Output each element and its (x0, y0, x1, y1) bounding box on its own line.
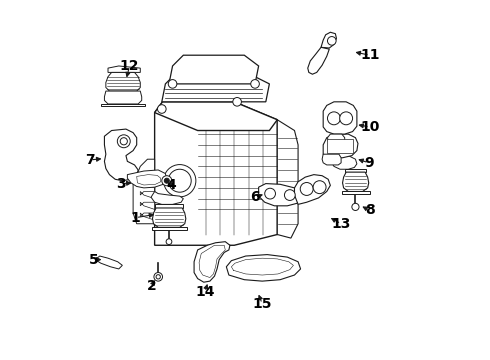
Circle shape (300, 183, 313, 195)
Text: 4: 4 (167, 178, 176, 192)
Polygon shape (226, 255, 300, 281)
Text: 8: 8 (365, 203, 375, 217)
Circle shape (156, 275, 160, 279)
Text: 2: 2 (147, 279, 157, 293)
Circle shape (340, 112, 353, 125)
Circle shape (285, 190, 295, 201)
Text: 5: 5 (89, 253, 98, 267)
Polygon shape (95, 256, 122, 269)
Polygon shape (162, 73, 270, 102)
Circle shape (164, 178, 170, 183)
Text: 1: 1 (131, 211, 141, 225)
Text: 6: 6 (250, 190, 260, 204)
Text: 13: 13 (331, 217, 351, 231)
Polygon shape (327, 139, 353, 153)
Polygon shape (322, 154, 341, 165)
Circle shape (166, 239, 172, 244)
Circle shape (162, 176, 172, 186)
Polygon shape (194, 242, 230, 282)
Circle shape (233, 98, 242, 106)
Polygon shape (152, 227, 187, 230)
Text: 10: 10 (360, 120, 379, 134)
Circle shape (157, 105, 166, 113)
Polygon shape (343, 172, 368, 192)
Circle shape (168, 169, 191, 192)
Circle shape (120, 138, 127, 145)
Polygon shape (155, 102, 277, 245)
Text: 12: 12 (120, 59, 139, 73)
Polygon shape (140, 202, 155, 210)
Text: 3: 3 (117, 177, 126, 190)
Text: 9: 9 (364, 156, 373, 170)
Polygon shape (140, 181, 155, 188)
Circle shape (313, 181, 326, 194)
Polygon shape (104, 91, 142, 104)
Polygon shape (152, 208, 186, 227)
Polygon shape (106, 72, 140, 91)
Polygon shape (104, 129, 138, 181)
Text: 7: 7 (85, 153, 95, 167)
Polygon shape (108, 66, 140, 72)
Circle shape (164, 165, 196, 197)
Polygon shape (169, 55, 259, 84)
Polygon shape (342, 192, 370, 194)
Polygon shape (321, 32, 337, 48)
Circle shape (154, 273, 163, 281)
Polygon shape (140, 192, 155, 199)
Polygon shape (155, 204, 183, 208)
Polygon shape (140, 213, 155, 220)
Circle shape (327, 37, 336, 45)
Polygon shape (259, 184, 302, 206)
Polygon shape (323, 134, 358, 158)
Polygon shape (294, 175, 330, 204)
Polygon shape (101, 104, 146, 107)
Polygon shape (133, 159, 155, 224)
Text: 14: 14 (195, 285, 215, 299)
Circle shape (352, 203, 359, 211)
Polygon shape (277, 120, 298, 238)
Text: 15: 15 (252, 297, 272, 311)
Polygon shape (344, 169, 366, 172)
Circle shape (117, 135, 130, 148)
Text: 11: 11 (360, 48, 380, 62)
Polygon shape (155, 102, 277, 131)
Polygon shape (151, 192, 183, 204)
Polygon shape (137, 175, 161, 185)
Polygon shape (330, 156, 357, 169)
Circle shape (327, 112, 341, 125)
Circle shape (168, 80, 177, 88)
Circle shape (265, 188, 275, 199)
Polygon shape (199, 245, 225, 278)
Polygon shape (323, 102, 357, 134)
Polygon shape (308, 47, 329, 74)
Polygon shape (127, 170, 167, 188)
Circle shape (251, 80, 259, 88)
Polygon shape (327, 134, 344, 143)
